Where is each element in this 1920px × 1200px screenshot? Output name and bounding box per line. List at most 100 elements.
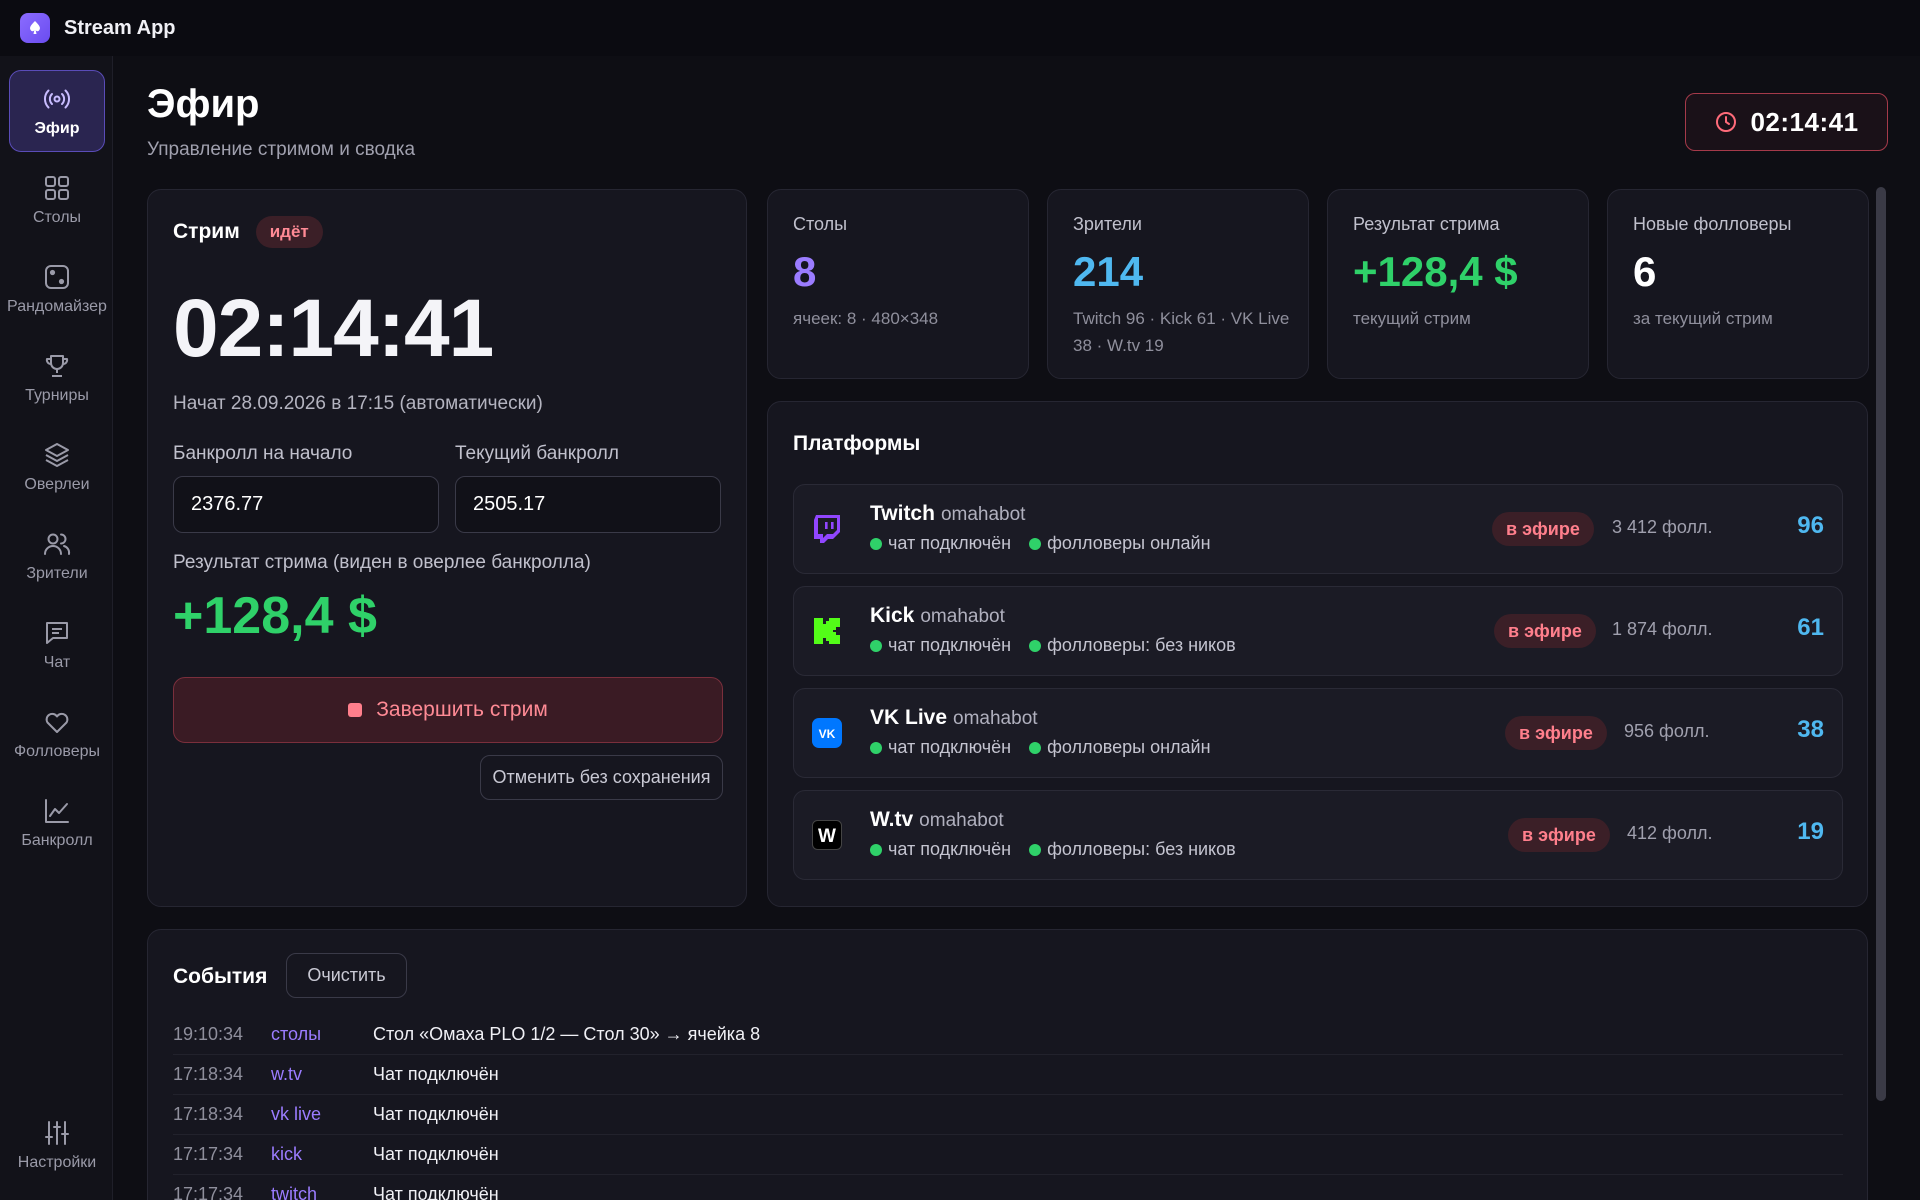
status-badge: идёт <box>255 216 323 248</box>
status-dot <box>1029 537 1042 550</box>
app-logo-icon <box>20 13 50 43</box>
chat-status: чат подключён <box>870 839 1011 860</box>
bankroll-start-input[interactable]: 2376.77 <box>173 476 439 533</box>
clock-icon <box>1716 112 1737 132</box>
page-subtitle: Управление стримом и сводка <box>147 139 416 160</box>
sidebar-item-randomizer[interactable]: Рандомайзер <box>7 248 107 330</box>
followers-status-text: фолловеры: без ников <box>1047 839 1236 859</box>
sidebar-item-label: Турниры <box>25 387 89 404</box>
bankroll-current-input[interactable]: 2505.17 <box>455 476 721 533</box>
sidebar-item-tables[interactable]: Столы <box>9 159 105 241</box>
platforms-title: Платформы <box>793 432 921 455</box>
chat-icon <box>46 622 68 644</box>
cancel-without-saving-button[interactable]: Отменить без сохранения <box>480 755 723 800</box>
viewers-count: 96 <box>1797 512 1824 539</box>
followers-count: 3 412 фолл. <box>1612 517 1713 537</box>
platform-handle: omahabot <box>953 708 1038 729</box>
event-source: kick <box>271 1144 302 1164</box>
event-source: w.tv <box>271 1064 303 1084</box>
svg-text:W: W <box>818 826 836 847</box>
event-time: 19:10:34 <box>173 1024 244 1044</box>
followers-count: 1 874 фолл. <box>1612 619 1713 639</box>
stat-value: 6 <box>1633 248 1657 295</box>
sidebar-item-label: Чат <box>43 654 71 671</box>
platform-name: Kick omahabot <box>870 604 1005 628</box>
sidebar-item-viewers[interactable]: Зрители <box>9 515 105 597</box>
platform-row-vk-live[interactable]: VK VK Live omahabot чат подключён фоллове… <box>793 688 1843 778</box>
viewers-count: 19 <box>1797 818 1824 845</box>
platform-name-text: Twitch <box>870 502 935 525</box>
event-time: 17:18:34 <box>173 1104 244 1124</box>
svg-text:VK: VK <box>819 727 836 741</box>
sliders-icon <box>45 1121 69 1145</box>
bankroll-start-label: Банкролл на начало <box>173 443 353 464</box>
header-timer-value: 02:14:41 <box>1750 106 1859 137</box>
platform-status: чат подключён фолловеры: без ников <box>870 839 1236 860</box>
chat-status: чат подключён <box>870 737 1011 758</box>
end-stream-button[interactable]: Завершить стрим <box>173 677 723 743</box>
sidebar-item-overlays[interactable]: Оверлеи <box>9 426 105 508</box>
platform-name-text: Kick <box>870 604 915 627</box>
title-bar: Stream App <box>0 0 1920 56</box>
followers-status: фолловеры: без ников <box>1029 839 1236 860</box>
sidebar-item-followers[interactable]: Фолловеры <box>9 693 105 775</box>
header-timer: 02:14:41 <box>1685 93 1888 151</box>
event-row: 19:10:34 столы Стол «Омаха PLO 1/2 — Сто… <box>173 1015 1843 1055</box>
platform-name: Twitch omahabot <box>870 502 1025 526</box>
main-content: Эфир Управление стримом и сводка 02:14:4… <box>113 56 1920 1200</box>
stat-label: Новые фолловеры <box>1633 214 1792 234</box>
chat-status-text: чат подключён <box>888 533 1012 553</box>
followers-status-text: фолловеры онлайн <box>1047 737 1211 757</box>
sidebar-item-label: Оверлеи <box>24 476 90 493</box>
sidebar: Эфир Столы Рандомайзер Турниры Оверлеи З… <box>0 56 113 1200</box>
followers-status: фолловеры онлайн <box>1029 737 1211 758</box>
sidebar-item-broadcast[interactable]: Эфир <box>9 70 105 152</box>
event-time: 17:17:34 <box>173 1184 244 1200</box>
status-dot <box>870 537 882 550</box>
sidebar-item-label: Настройки <box>17 1154 97 1171</box>
status-dot <box>870 843 882 856</box>
stat-sub: Twitch 96 · Kick 61 · VK Live 38 · W.tv … <box>1073 309 1290 355</box>
platform-row-kick[interactable]: Kick omahabot чат подключён фолловеры: бе… <box>793 586 1843 676</box>
event-message: Чат подключён <box>373 1144 499 1164</box>
vk-icon: VK <box>811 717 843 749</box>
status-dot <box>1029 843 1042 856</box>
stop-icon <box>348 703 363 717</box>
stat-sub: текущий стрим <box>1353 309 1471 328</box>
status-dot <box>870 741 882 754</box>
platform-name: W.tv omahabot <box>870 808 1004 832</box>
event-row: 17:18:34 vk live Чат подключён <box>173 1095 1843 1135</box>
sidebar-item-label: Эфир <box>34 120 80 137</box>
stat-value: 214 <box>1073 248 1144 295</box>
chat-status-text: чат подключён <box>888 737 1012 757</box>
status-dot <box>1029 741 1042 754</box>
chat-status-text: чат подключён <box>888 635 1012 655</box>
platform-row-wtv[interactable]: W W.tv omahabot чат подключён фолловеры: … <box>793 790 1843 880</box>
sidebar-item-settings[interactable]: Настройки <box>9 1104 105 1186</box>
heart-icon <box>45 712 69 733</box>
sidebar-item-bankroll[interactable]: Банкролл <box>9 782 105 864</box>
platform-name-text: W.tv <box>870 808 914 831</box>
platform-status: чат подключён фолловеры онлайн <box>870 533 1211 554</box>
clear-events-button[interactable]: Очистить <box>286 953 407 998</box>
live-badge: в эфире <box>1505 716 1607 750</box>
live-badge: в эфире <box>1508 818 1610 852</box>
kick-icon <box>811 615 843 647</box>
followers-status-text: фолловеры онлайн <box>1047 533 1211 553</box>
platform-row-twitch[interactable]: Twitch omahabot чат подключён фолловеры о… <box>793 484 1843 574</box>
sidebar-item-tournaments[interactable]: Турниры <box>9 337 105 419</box>
platform-status: чат подключён фолловеры: без ников <box>870 635 1236 656</box>
stat-card-new-followers: Новые фолловеры 6 за текущий стрим <box>1607 189 1869 379</box>
stat-card-viewers: Зрители 214 Twitch 96 · Kick 61 · VK Liv… <box>1047 189 1309 379</box>
status-dot <box>870 639 882 652</box>
main-scrollbar[interactable] <box>1876 187 1886 1101</box>
sidebar-item-chat[interactable]: Чат <box>9 604 105 686</box>
stat-sub: за текущий стрим <box>1633 309 1773 328</box>
followers-count: 412 фолл. <box>1627 823 1713 843</box>
followers-status: фолловеры: без ников <box>1029 635 1236 656</box>
stat-value: +128,4 $ <box>1353 248 1518 295</box>
platform-handle: omahabot <box>940 504 1026 525</box>
layers-icon <box>45 443 69 467</box>
bankroll-current-label: Текущий банкролл <box>455 443 619 464</box>
event-time: 17:17:34 <box>173 1144 244 1164</box>
